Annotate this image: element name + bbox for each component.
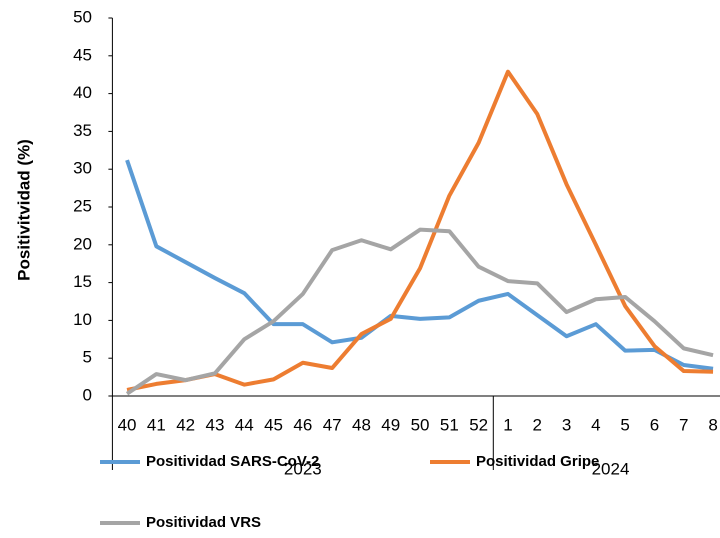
x-tick-label: 43	[205, 415, 224, 434]
x-tick-label: 5	[620, 415, 629, 434]
x-tick-label: 7	[679, 415, 688, 434]
x-tick-label: 3	[562, 415, 571, 434]
series-line	[126, 69, 714, 392]
y-tick-label: 50	[73, 7, 92, 26]
y-tick-label: 10	[73, 310, 92, 329]
x-tick-label: 1	[503, 415, 512, 434]
y-tick-label: 5	[83, 348, 92, 367]
x-tick-label: 6	[650, 415, 659, 434]
y-axis-title: Positivitvidad (%)	[14, 139, 33, 281]
x-tick-label: 4	[591, 415, 600, 434]
y-tick-label: 15	[73, 272, 92, 291]
x-tick-label: 50	[411, 415, 430, 434]
y-tick-label: 0	[83, 385, 92, 404]
y-tick-label: 25	[73, 196, 92, 215]
x-tick-label: 52	[469, 415, 488, 434]
legend-label: Positividad VRS	[146, 514, 261, 531]
series-line	[125, 227, 714, 396]
x-tick-label: 46	[293, 415, 312, 434]
x-tick-label: 51	[440, 415, 459, 434]
x-tick-label: 8	[708, 415, 717, 434]
x-tick-label: 40	[118, 415, 137, 434]
y-tick-label: 30	[73, 159, 92, 178]
series-line	[125, 159, 714, 371]
x-tick-label: 44	[235, 415, 254, 434]
x-tick-label: 48	[352, 415, 371, 434]
x-tick-label: 45	[264, 415, 283, 434]
legend-label: Positividad SARS-CoV-2	[146, 453, 319, 470]
x-tick-label: 2	[533, 415, 542, 434]
y-tick-label: 20	[73, 234, 92, 253]
group-label: 2024	[592, 459, 630, 478]
y-tick-label: 40	[73, 83, 92, 102]
y-tick-label: 45	[73, 45, 92, 64]
y-tick-label: 35	[73, 121, 92, 140]
x-tick-label: 47	[323, 415, 342, 434]
legend-label: Positividad Gripe	[476, 453, 599, 470]
group-label: 2023	[284, 459, 322, 478]
x-tick-label: 42	[176, 415, 195, 434]
x-tick-label: 41	[147, 415, 166, 434]
x-tick-label: 49	[381, 415, 400, 434]
